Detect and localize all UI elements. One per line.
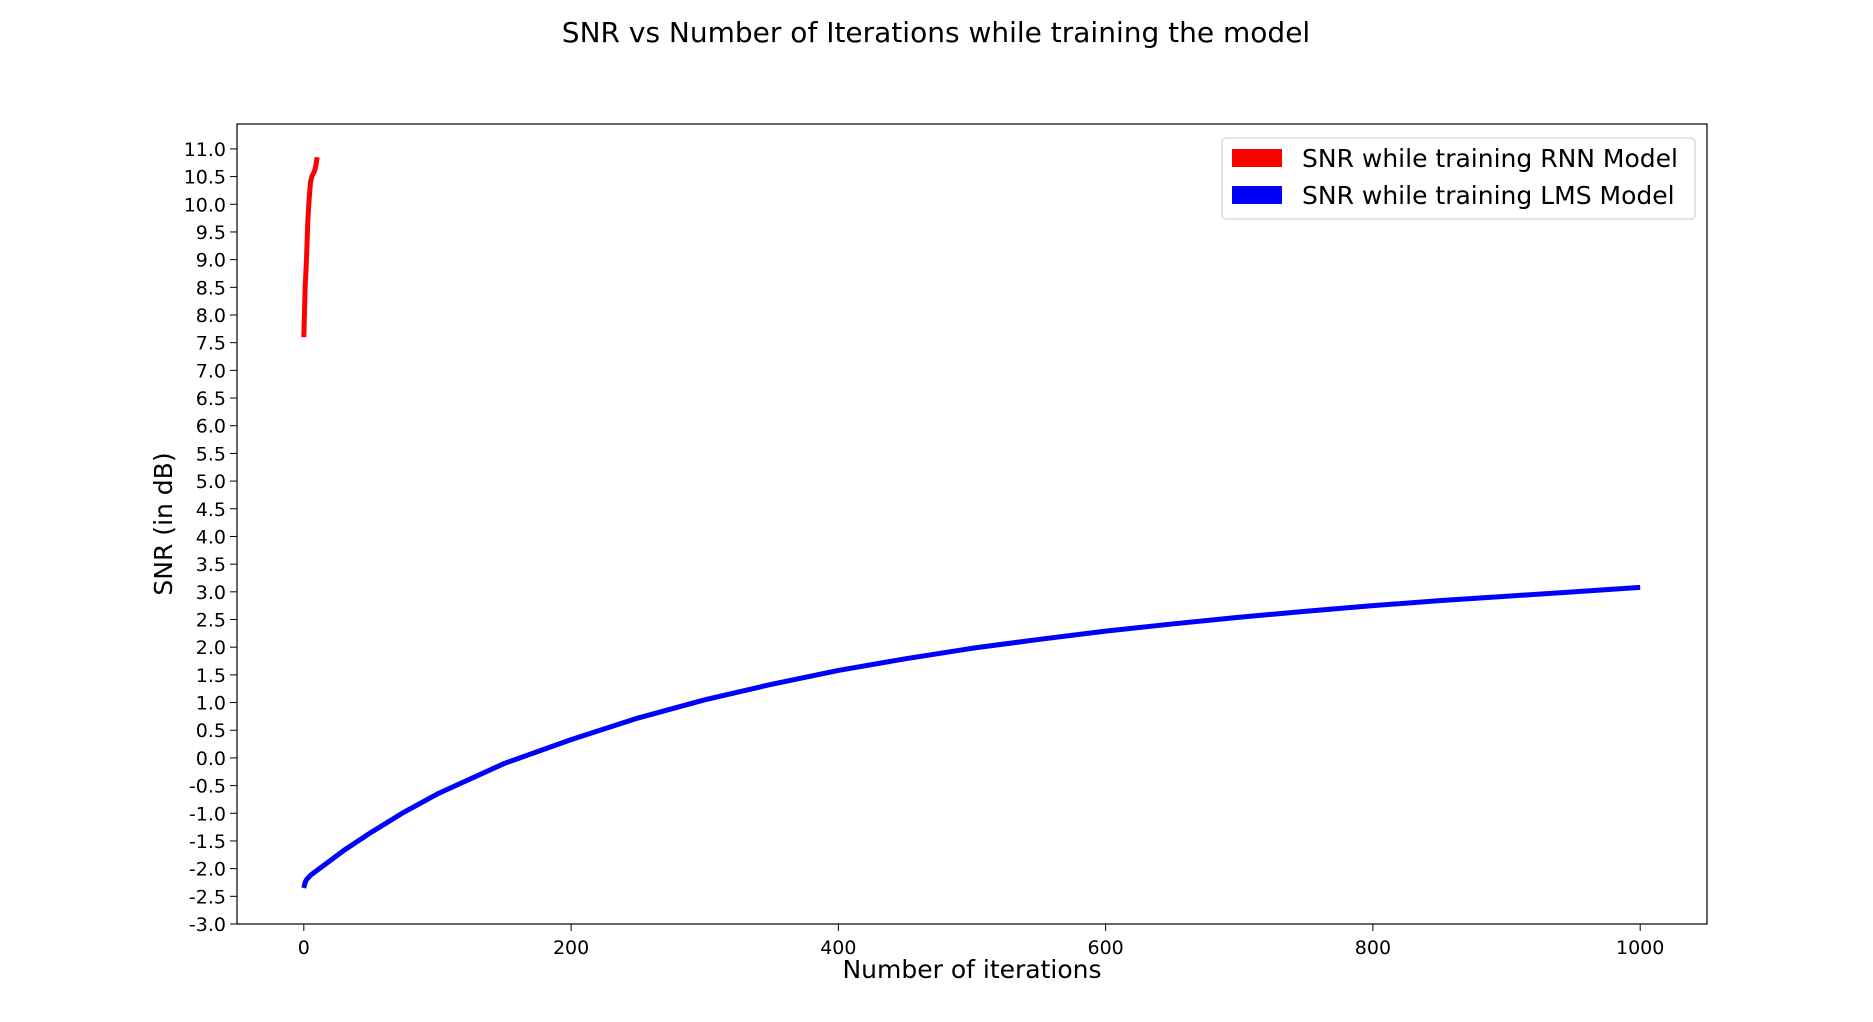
plot-area-frame: [236, 123, 1708, 925]
x-tick-label: 800: [1355, 937, 1391, 959]
series-line-lms: [301, 584, 1641, 889]
legend-frame: [1221, 137, 1696, 220]
y-tick-label: -3.0: [189, 914, 226, 936]
y-tick-label: 8.5: [196, 277, 226, 299]
y-tick-label: 9.5: [196, 222, 226, 244]
legend-label-rnn: SNR while training RNN Model: [1302, 144, 1678, 173]
y-tick-label: -2.5: [189, 886, 226, 908]
y-tick-label: 8.0: [196, 305, 226, 327]
y-tick-label: 10.0: [184, 194, 226, 216]
x-tick-label: 400: [820, 937, 856, 959]
y-tick-label: 3.5: [196, 554, 226, 576]
y-tick-label: 4.5: [196, 499, 226, 521]
y-tick-label: -2.0: [189, 859, 226, 881]
y-tick-label: 6.0: [196, 416, 226, 438]
x-tick-label: 1000: [1616, 937, 1664, 959]
x-axis-label: Number of iterations: [842, 955, 1101, 984]
y-tick-label: 9.0: [196, 250, 226, 272]
x-axis-ticks: 0 200 400 600 800 1000: [298, 924, 1664, 959]
chart-title: SNR vs Number of Iterations while traini…: [562, 16, 1310, 49]
y-tick-label: 5.5: [196, 443, 226, 465]
y-tick-label: 7.5: [196, 333, 226, 355]
y-tick-label: -1.0: [189, 803, 226, 825]
y-tick-label: 6.5: [196, 388, 226, 410]
y-tick-label: 1.0: [196, 693, 226, 715]
legend: SNR while training RNN Model SNR while t…: [1221, 137, 1696, 220]
x-tick-label: 200: [553, 937, 589, 959]
y-tick-label: -1.5: [189, 831, 226, 853]
y-axis-label: SNR (in dB): [149, 452, 178, 595]
y-tick-label: 2.0: [196, 637, 226, 659]
legend-swatch-rnn: [1232, 149, 1282, 167]
y-tick-label: 3.0: [196, 582, 226, 604]
y-tick-label: 7.0: [196, 360, 226, 382]
y-tick-label: 0.5: [196, 720, 226, 742]
legend-swatch-lms: [1232, 186, 1282, 204]
y-tick-label: 2.5: [196, 610, 226, 632]
x-tick-label: 0: [298, 937, 310, 959]
y-tick-label: 5.0: [196, 471, 226, 493]
y-tick-label: 10.5: [184, 167, 226, 189]
series-line-rnn: [301, 156, 320, 338]
y-tick-label: 1.5: [196, 665, 226, 687]
y-tick-label: 11.0: [184, 139, 226, 161]
x-tick-label: 600: [1088, 937, 1124, 959]
y-axis-ticks: -3.0 -2.5 -2.0 -1.5 -1.0 -0.5 0.0 0.5 1.0 1.5 2.0 2…: [184, 139, 237, 936]
y-tick-label: 0.0: [196, 748, 226, 770]
legend-label-lms: SNR while training LMS Model: [1302, 181, 1675, 210]
y-tick-label: 4.0: [196, 526, 226, 548]
series-lines: [301, 156, 1641, 889]
y-tick-label: -0.5: [189, 776, 226, 798]
